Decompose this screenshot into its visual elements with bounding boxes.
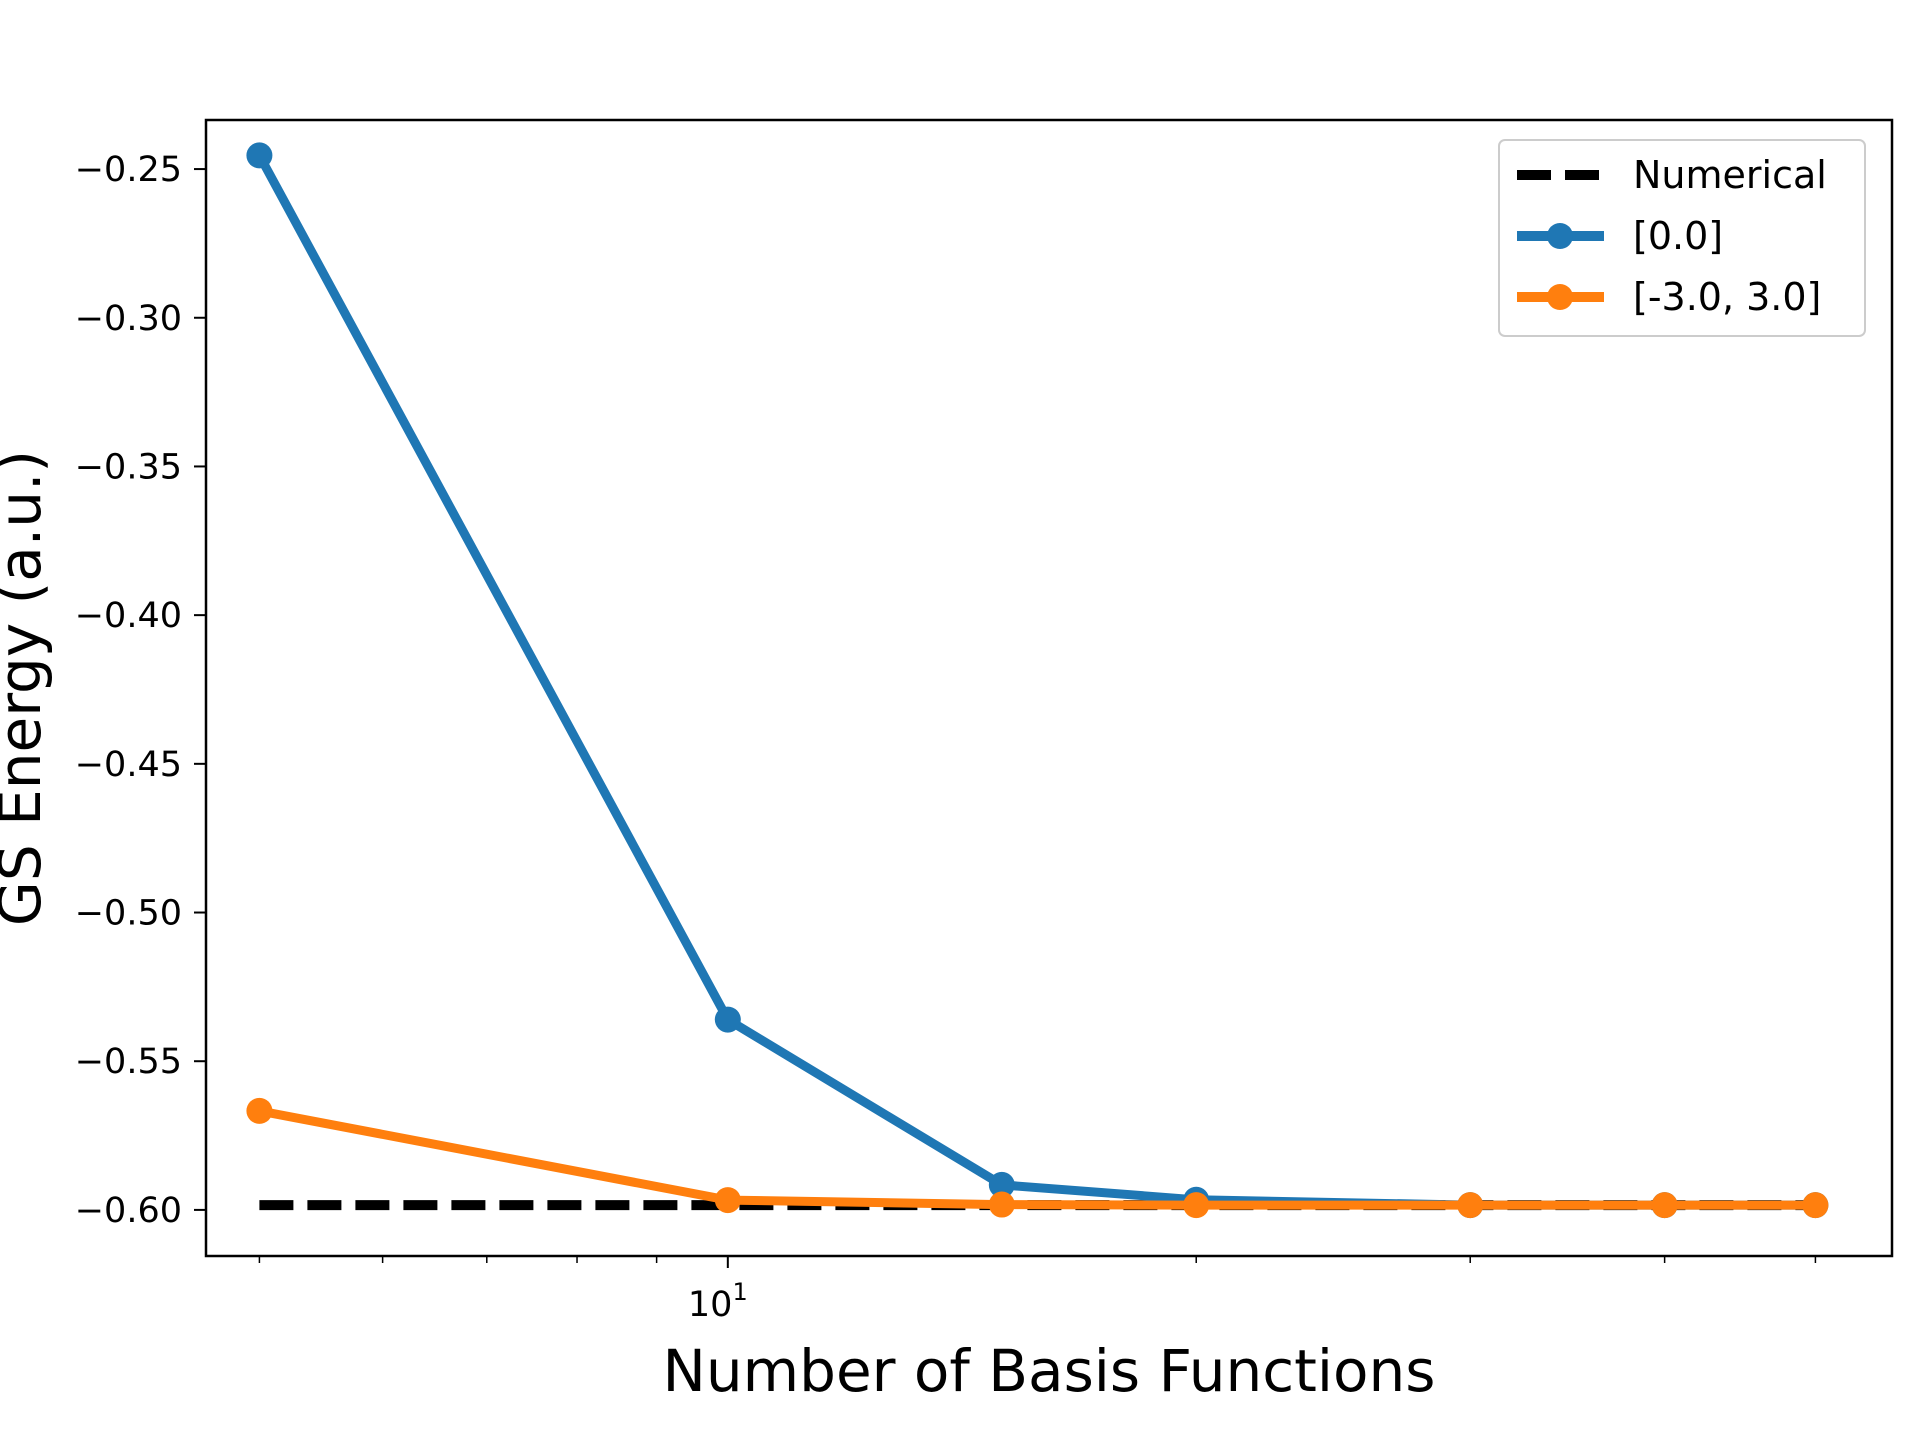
- data-point: [246, 1097, 273, 1124]
- y-tick-label: −0.40: [75, 596, 182, 636]
- y-tick-label: −0.35: [75, 447, 182, 487]
- data-point: [714, 1187, 741, 1214]
- legend-label: [0.0]: [1633, 214, 1723, 258]
- data-point: [1183, 1192, 1210, 1219]
- y-axis: −0.25 −0.30 −0.35 −0.40 −0.45 −0.50 −0.55 −0.60: [75, 150, 206, 1231]
- data-point: [988, 1191, 1015, 1218]
- y-tick-label: −0.60: [75, 1191, 182, 1231]
- legend-label: Numerical: [1633, 153, 1827, 197]
- data-point: [714, 1006, 741, 1033]
- y-tick-label: −0.55: [75, 1042, 182, 1082]
- y-tick-label: −0.50: [75, 894, 182, 934]
- x-axis-title: Number of Basis Functions: [662, 1337, 1435, 1405]
- x-tick-label: 101: [688, 1278, 748, 1325]
- y-tick-label: −0.25: [75, 150, 182, 190]
- legend-marker: [1547, 284, 1573, 310]
- data-point: [246, 142, 273, 169]
- y-tick-label: −0.45: [75, 745, 182, 785]
- axes-frame: [204, 118, 1894, 1258]
- legend: Numerical [0.0] [-3.0, 3.0]: [1498, 139, 1866, 337]
- legend-marker: [1547, 223, 1573, 249]
- legend-label: [-3.0, 3.0]: [1633, 275, 1821, 319]
- data-point: [1802, 1192, 1829, 1219]
- data-point: [988, 1171, 1015, 1198]
- plot-area: [246, 142, 1829, 1219]
- legend-box: [1498, 139, 1866, 337]
- data-point: [1651, 1192, 1678, 1219]
- y-tick-label: −0.30: [75, 299, 182, 339]
- data-point: [1457, 1192, 1484, 1219]
- y-axis-title: GS Energy (a.u.): [0, 450, 54, 926]
- x-axis: 101: [258, 1256, 1817, 1325]
